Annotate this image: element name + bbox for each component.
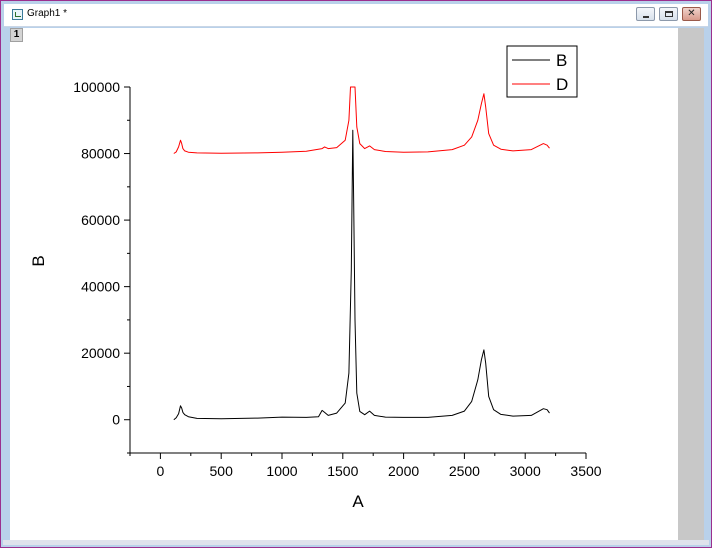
y-tick-label: 80000 [81,146,120,162]
y-tick-label: 20000 [81,345,120,361]
series-line-d[interactable] [173,86,550,154]
legend-label-b: B [556,51,567,70]
window-title: Graph1 * [27,8,68,19]
close-button[interactable]: ✕ [682,7,701,21]
graph-page[interactable]: 1 [10,28,678,540]
layer-tab-1[interactable]: 1 [10,28,23,42]
axes-layer: 0 500 1000 1500 2000 2500 3000 3500 0 20000 40000 6… [73,79,601,479]
vertical-scrollbar[interactable] [678,28,704,540]
x-tick-label: 3000 [510,463,541,479]
x-tick-label: 1500 [327,463,358,479]
legend[interactable]: B D [506,45,578,98]
restore-button[interactable] [659,7,678,21]
series-line-b[interactable] [173,129,550,421]
restore-icon [665,11,673,17]
title-bar[interactable]: Graph1 * ✕ [4,4,708,27]
y-tick-label: 60000 [81,212,120,228]
minimize-button[interactable] [636,7,655,21]
legend-label-d: D [556,75,568,94]
close-icon: ✕ [687,8,696,19]
x-axis-title[interactable]: A [352,492,364,511]
x-tick-label: 0 [157,463,165,479]
y-axis-title[interactable]: B [29,255,48,266]
y-tick-label: 40000 [81,279,120,295]
plot-layer [173,86,550,421]
x-tick-label: 3500 [570,463,601,479]
minimize-icon [643,16,649,18]
x-tick-label: 2000 [388,463,419,479]
y-tick-label: 0 [112,412,120,428]
legend-box [506,45,578,98]
x-tick-label: 2500 [449,463,480,479]
y-tick-label: 100000 [73,79,120,95]
x-tick-label: 1000 [266,463,297,479]
x-tick-label: 500 [210,463,234,479]
window-bottom-edge [3,540,709,545]
graph-window-icon[interactable] [12,9,23,20]
